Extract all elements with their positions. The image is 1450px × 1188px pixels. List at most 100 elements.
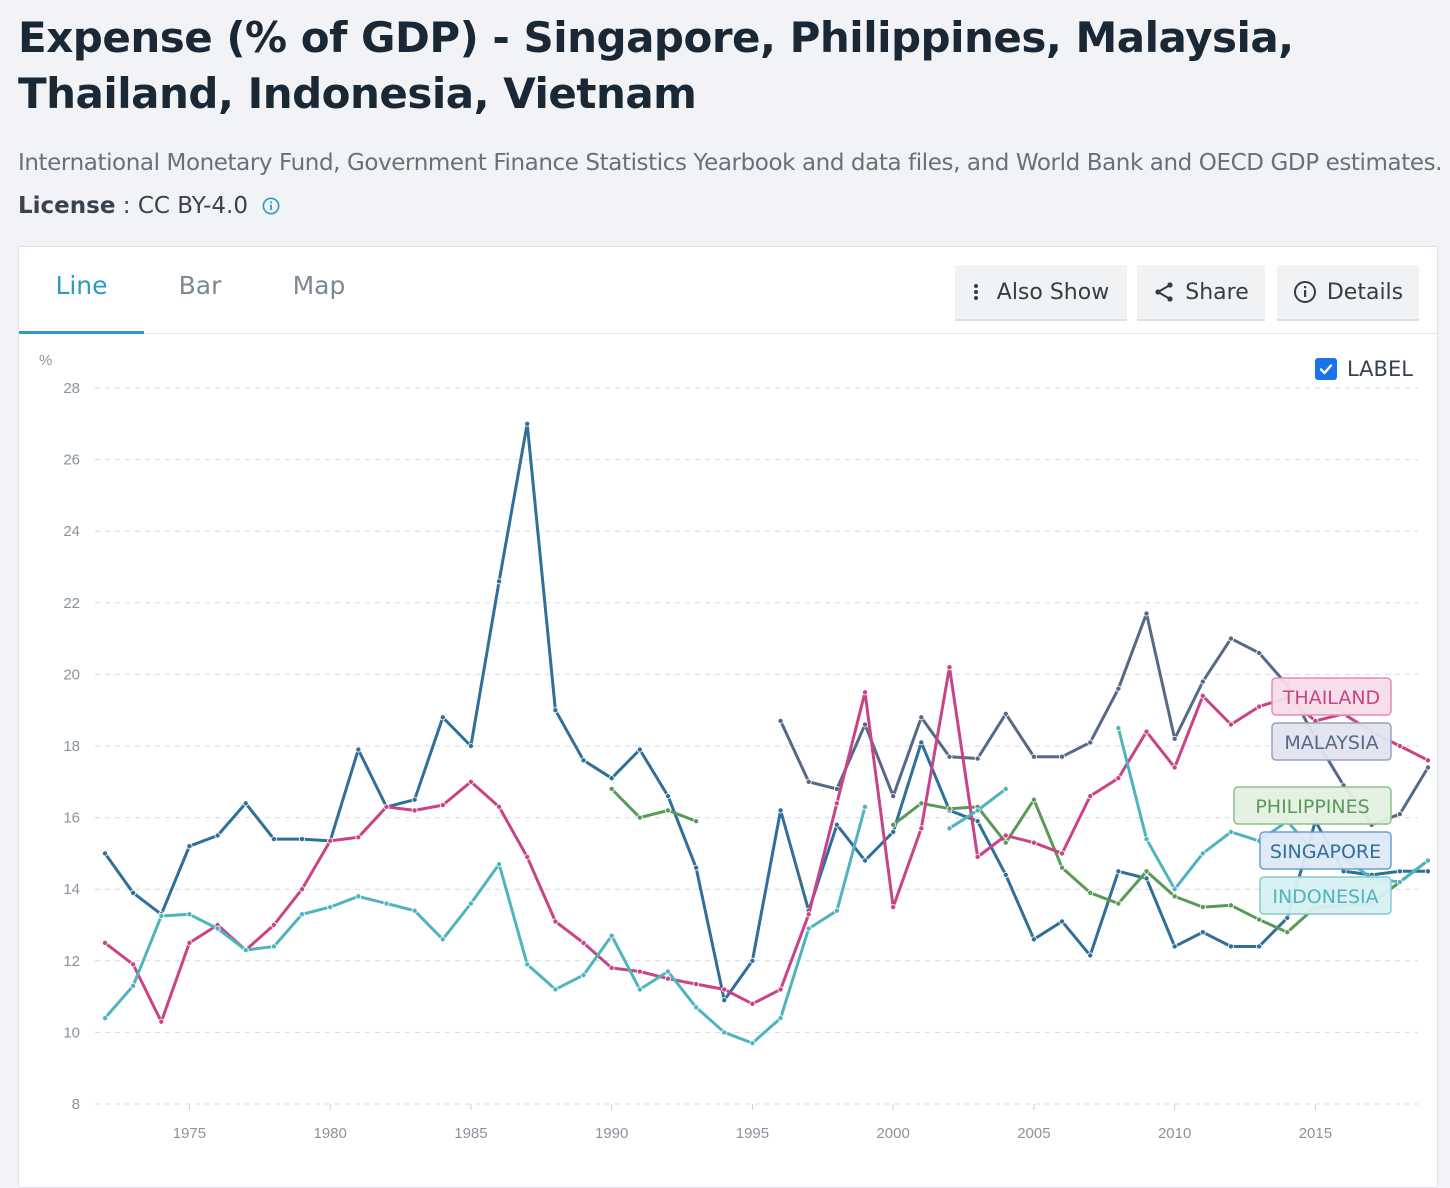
data-point-indonesia [664, 968, 671, 975]
series-label-indonesia: INDONESIA [1272, 886, 1378, 908]
series-label-box-philippines [1233, 786, 1392, 825]
data-point-thailand [749, 1000, 756, 1007]
data-point-thailand [496, 803, 503, 810]
y-tick-label: 26 [63, 452, 80, 469]
share-label: Share [1185, 279, 1249, 305]
data-point-thailand [664, 975, 671, 982]
details-button[interactable]: Details [1277, 265, 1419, 321]
tab-map[interactable]: Map [292, 271, 346, 300]
data-point-indonesia [1199, 850, 1206, 857]
tab-bar[interactable]: Bar [178, 271, 222, 300]
data-point-thailand [862, 689, 869, 696]
x-tick-label: 2010 [1158, 1125, 1191, 1142]
data-point-singapore [974, 818, 981, 825]
y-tick-label: 8 [72, 1096, 80, 1113]
data-point-singapore [1425, 868, 1432, 875]
also-show-button[interactable]: Also Show [955, 265, 1127, 321]
data-point-indonesia [608, 932, 615, 939]
y-tick-label: 24 [63, 523, 80, 540]
data-point-singapore [833, 821, 840, 828]
data-point-malaysia [1256, 649, 1263, 656]
info-circle-icon [1293, 281, 1316, 303]
label-toggle[interactable]: LABEL [1315, 357, 1413, 381]
data-point-singapore [580, 757, 587, 764]
data-point-malaysia [1227, 635, 1234, 642]
data-point-thailand [580, 939, 587, 946]
data-point-thailand [355, 834, 362, 841]
data-point-philippines [1059, 864, 1066, 871]
x-tick-label: 1975 [173, 1125, 206, 1142]
x-tick-label: 1990 [595, 1125, 628, 1142]
label-toggle-text: LABEL [1347, 357, 1413, 381]
data-point-singapore [524, 420, 531, 427]
tab-line[interactable]: Line [19, 247, 144, 334]
data-point-malaysia [918, 714, 925, 721]
data-point-philippines [918, 800, 925, 807]
data-point-malaysia [1115, 685, 1122, 692]
data-point-thailand [186, 939, 193, 946]
data-point-thailand [270, 922, 277, 929]
data-point-thailand [439, 802, 446, 809]
checkmark-icon [1319, 364, 1333, 375]
series-label-thailand: THAILAND [1282, 687, 1380, 709]
data-point-singapore [721, 997, 728, 1004]
data-point-thailand [1030, 839, 1037, 846]
data-point-thailand [918, 825, 925, 832]
data-point-singapore [1284, 914, 1291, 921]
data-point-indonesia [411, 907, 418, 914]
data-point-indonesia [721, 1029, 728, 1036]
y-tick-label: 14 [63, 881, 80, 898]
y-tick-label: 22 [63, 595, 80, 612]
series-label-box-thailand [1271, 677, 1392, 716]
data-point-philippines [1002, 839, 1009, 846]
license-line: License : CC BY-4.0 [18, 193, 280, 219]
series-label-philippines: PHILIPPINES [1255, 796, 1369, 818]
data-point-malaysia [1059, 753, 1066, 760]
line-chart: % 8 10 12 14 16 18 20 22 24 26 28 1975 1980 1985 1990 19… [39, 352, 1432, 1142]
data-point-philippines [1256, 916, 1263, 923]
data-point-singapore [1199, 929, 1206, 936]
series-label-malaysia: MALAYSIA [1284, 732, 1378, 754]
data-point-thailand [1002, 832, 1009, 839]
label-checkbox[interactable] [1315, 358, 1337, 380]
data-point-thailand [524, 853, 531, 860]
data-point-singapore [636, 746, 643, 753]
data-point-indonesia [270, 943, 277, 950]
data-point-singapore [608, 775, 615, 782]
data-point-singapore [1227, 943, 1234, 950]
data-point-indonesia [1425, 857, 1432, 864]
license-label: License [18, 193, 116, 219]
data-point-malaysia [1143, 610, 1150, 617]
data-point-indonesia [1171, 886, 1178, 893]
data-point-indonesia [552, 986, 559, 993]
data-point-thailand [777, 986, 784, 993]
series-line-thailand [104, 665, 1429, 1024]
data-point-indonesia [327, 904, 334, 911]
data-point-malaysia [1030, 753, 1037, 760]
data-point-thailand [974, 853, 981, 860]
x-tick-label: 1980 [314, 1125, 347, 1142]
series-label-box-indonesia [1259, 876, 1392, 915]
data-point-singapore [749, 957, 756, 964]
data-point-thailand [327, 837, 334, 844]
data-point-philippines [1284, 929, 1291, 936]
data-point-singapore [693, 864, 700, 871]
info-icon[interactable] [262, 197, 280, 215]
data-point-philippines [1171, 893, 1178, 900]
y-tick-label: 20 [63, 666, 80, 683]
more-vertical-icon [973, 284, 978, 300]
data-point-singapore [1059, 918, 1066, 925]
share-button[interactable]: Share [1137, 265, 1265, 321]
series-line-philippines [610, 787, 697, 823]
data-point-indonesia [186, 911, 193, 918]
data-point-indonesia [580, 972, 587, 979]
page-title: Expense (% of GDP) - Singapore, Philippi… [18, 13, 1294, 118]
data-point-singapore [270, 836, 277, 843]
data-point-indonesia [439, 936, 446, 943]
data-point-philippines [1030, 796, 1037, 803]
data-point-indonesia [805, 925, 812, 932]
details-label: Details [1326, 279, 1404, 305]
data-point-indonesia [1227, 828, 1234, 835]
data-point-philippines [1227, 902, 1234, 909]
data-point-singapore [130, 889, 137, 896]
